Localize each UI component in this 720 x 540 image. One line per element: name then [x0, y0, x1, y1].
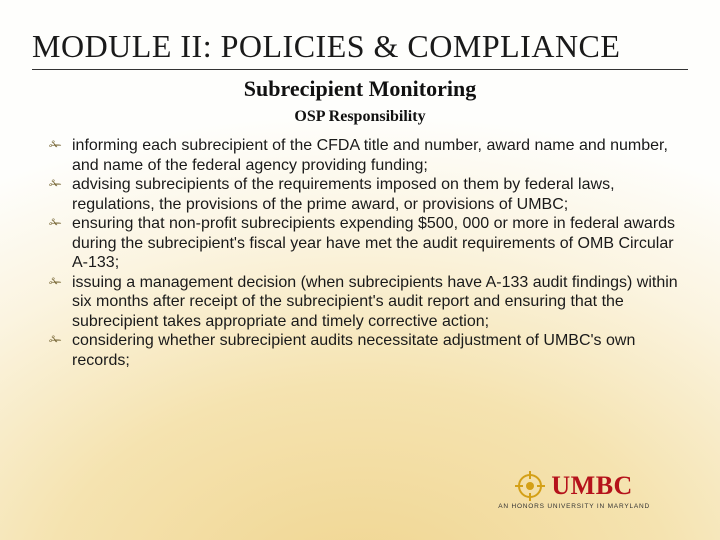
logo-text: UMBC: [551, 471, 632, 501]
bullet-icon: ✁: [48, 215, 61, 233]
bullet-text: informing each subrecipient of the CFDA …: [72, 137, 668, 174]
list-item: ✁ informing each subrecipient of the CFD…: [42, 136, 678, 175]
bullet-icon: ✁: [48, 176, 61, 194]
logo-main: UMBC: [498, 471, 650, 501]
list-item: ✁ considering whether subrecipient audit…: [42, 331, 678, 370]
bullet-icon: ✁: [48, 137, 61, 155]
list-item: ✁ ensuring that non-profit subrecipients…: [42, 214, 678, 273]
bullet-text: considering whether subrecipient audits …: [72, 332, 635, 369]
logo-mark-icon: [515, 471, 545, 501]
list-item: ✁ issuing a management decision (when su…: [42, 273, 678, 332]
list-item: ✁ advising subrecipients of the requirem…: [42, 175, 678, 214]
slide-title: MODULE II: POLICIES & COMPLIANCE: [32, 28, 688, 65]
umbc-logo: UMBC AN HONORS UNIVERSITY IN MARYLAND: [498, 471, 650, 510]
slide-subheading: OSP Responsibility: [32, 108, 688, 126]
bullet-text: issuing a management decision (when subr…: [72, 274, 678, 330]
slide-subtitle: Subrecipient Monitoring: [32, 76, 688, 102]
bullet-text: advising subrecipients of the requiremen…: [72, 176, 615, 213]
bullet-icon: ✁: [48, 332, 61, 350]
bullet-icon: ✁: [48, 274, 61, 292]
bullet-text: ensuring that non-profit subrecipients e…: [72, 215, 675, 271]
title-rule: [32, 69, 688, 70]
bullet-list: ✁ informing each subrecipient of the CFD…: [32, 136, 688, 370]
slide: MODULE II: POLICIES & COMPLIANCE Subreci…: [0, 0, 720, 540]
logo-tagline: AN HONORS UNIVERSITY IN MARYLAND: [498, 503, 650, 510]
